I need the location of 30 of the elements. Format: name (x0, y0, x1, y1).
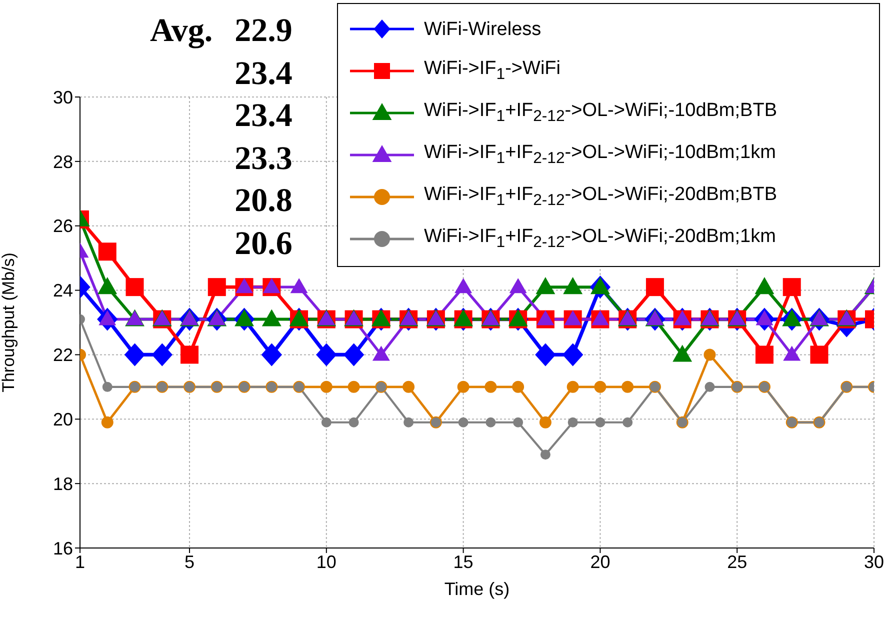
x-tick-label: 30 (864, 552, 884, 572)
annotation: 20.6 (234, 224, 292, 264)
y-tick-label: 20 (52, 410, 73, 430)
text: 23.4 (234, 54, 292, 94)
legend-label: WiFi->IF$_{1}$+IF$_{2-12}$->OL->WiFi;-20dBm;BTB (424, 184, 777, 209)
y-tick-label: 30 (52, 87, 73, 108)
y-tick-label: 24 (52, 280, 73, 301)
x-tick-label: 1 (74, 552, 86, 572)
annotation: 23.4 (234, 97, 292, 136)
annotation: 23.3 (234, 140, 292, 178)
legend-label: WiFi->IF$_{1}$->WiFi (424, 58, 561, 83)
text: Avg. (150, 12, 213, 51)
x-axis-title: Time (s) (444, 579, 510, 599)
annotation: 20.8 (234, 182, 292, 221)
y-tick-label: 22 (52, 345, 73, 366)
legend-label: WiFi->IF$_{1}$+IF$_{2-12}$->OL->WiFi;-20dBm;1km (424, 226, 776, 251)
y-axis-title: Throughput (Mb/s) (0, 252, 18, 392)
legend-label: WiFi->IF$_{1}$+IF$_{2-12}$->OL->WiFi;-10dBm;1km (424, 142, 776, 167)
y-tick-label: 18 (52, 474, 73, 494)
text: 22.9 (234, 12, 292, 51)
x-tick-label: 15 (453, 552, 474, 572)
x-tick-label: 25 (727, 552, 748, 572)
legend-label: WiFi->IF$_{1}$+IF$_{2-12}$->OL->WiFi;-10dBm;BTB (424, 100, 777, 125)
legend-label: WiFi-Wireless (424, 18, 542, 40)
y-tick-label: 16 (52, 538, 73, 558)
x-tick-label: 5 (184, 552, 195, 572)
x-tick-label: 20 (590, 552, 610, 572)
y-tick-label: 26 (52, 216, 73, 236)
x-tick-label: 10 (316, 552, 336, 572)
y-tick-label: 28 (52, 152, 73, 172)
